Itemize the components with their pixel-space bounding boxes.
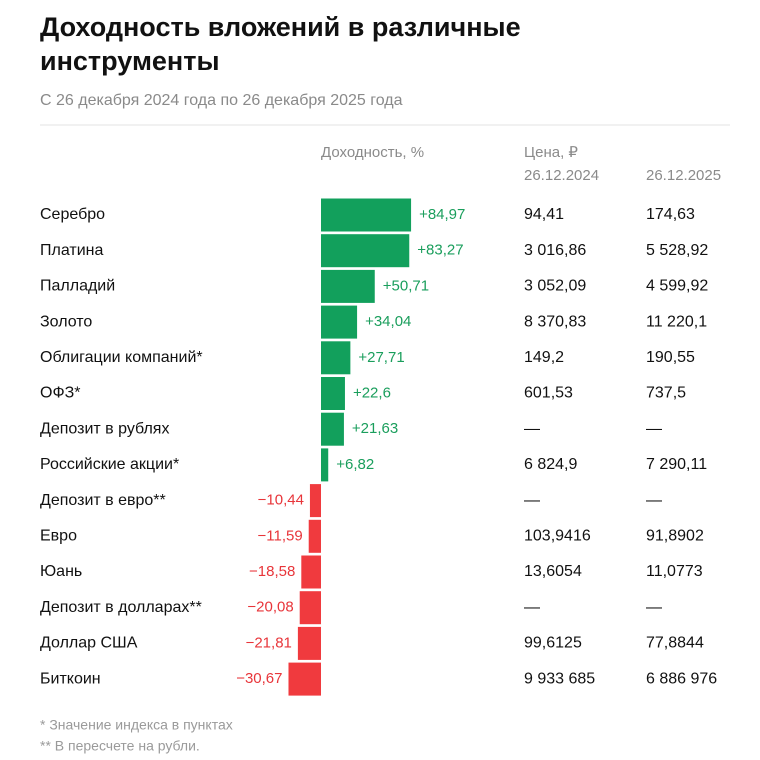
value-label: −21,81	[246, 634, 292, 651]
column-header: Доходность, %	[321, 144, 424, 161]
title: Доходность вложений в различные	[40, 12, 521, 42]
price-end: 5 528,92	[646, 242, 708, 259]
price-start: 6 824,9	[524, 456, 577, 473]
price-end: 91,8902	[646, 528, 704, 545]
bar	[308, 519, 321, 553]
price-start: 3 016,86	[524, 242, 586, 259]
value-label: +83,27	[417, 242, 463, 259]
column-header: 26.12.2024	[524, 167, 599, 184]
value-label: +34,04	[365, 313, 411, 330]
title: инструменты	[40, 46, 220, 76]
value-label: +21,63	[352, 420, 398, 437]
bar	[321, 234, 410, 268]
price-end: 174,63	[646, 206, 695, 223]
row-name: Депозит в долларах**	[40, 599, 202, 616]
subtitle: С 26 декабря 2024 года по 26 декабря 202…	[40, 92, 403, 109]
price-start: 3 052,09	[524, 278, 586, 295]
price-end: 190,55	[646, 349, 695, 366]
price-start: 99,6125	[524, 635, 582, 652]
bar	[321, 412, 344, 446]
column-header: 26.12.2025	[646, 167, 721, 184]
price-start: 8 370,83	[524, 313, 586, 330]
value-label: +27,71	[358, 349, 404, 366]
value-label: +6,82	[336, 456, 374, 473]
bar	[321, 305, 358, 339]
price-start: —	[524, 420, 540, 437]
bar	[288, 662, 321, 696]
row-name: Доллар США	[40, 635, 138, 652]
value-label: −10,44	[258, 492, 304, 509]
value-label: −30,67	[236, 670, 282, 687]
value-label: +84,97	[419, 206, 465, 223]
bar	[297, 626, 321, 660]
price-start: 9 933 685	[524, 670, 595, 687]
row-name: Депозит в рублях	[40, 420, 169, 437]
bar	[321, 377, 345, 410]
row-name: Российские акции*	[40, 456, 179, 473]
price-start: 103,9416	[524, 528, 591, 545]
price-end: —	[646, 492, 662, 509]
bar	[321, 269, 375, 303]
row-name: Юань	[40, 563, 82, 580]
value-label: −18,58	[249, 563, 295, 580]
value-label: −11,59	[258, 527, 303, 544]
row-name: Евро	[40, 528, 77, 545]
price-end: —	[646, 599, 662, 616]
price-start: 601,53	[524, 385, 573, 402]
price-start: —	[524, 599, 540, 616]
price-end: 6 886 976	[646, 670, 717, 687]
bar	[299, 591, 321, 625]
row-name: Серебро	[40, 206, 105, 223]
price-start: 13,6054	[524, 563, 582, 580]
footnote: ** В пересчете на рубли.	[40, 738, 200, 754]
row-name: Облигации компаний*	[40, 349, 203, 366]
price-start: 94,41	[524, 206, 564, 223]
footnote: * Значение индекса в пунктах	[40, 717, 233, 733]
bar	[309, 484, 321, 518]
price-end: —	[646, 420, 662, 437]
column-header: Цена, ₽	[524, 144, 578, 161]
price-end: 11 220,1	[646, 313, 707, 330]
bar	[301, 555, 321, 589]
row-name: Биткоин	[40, 670, 101, 687]
price-start: —	[524, 492, 540, 509]
row-name: Палладий	[40, 278, 115, 295]
price-end: 77,8844	[646, 635, 704, 652]
price-end: 7 290,11	[646, 456, 707, 473]
price-end: 4 599,92	[646, 278, 708, 295]
row-name: ОФЗ*	[40, 385, 81, 402]
row-name: Платина	[40, 242, 103, 259]
row-name: Золото	[40, 313, 92, 330]
price-end: 11,0773	[646, 563, 703, 580]
price-start: 149,2	[524, 349, 564, 366]
bar	[321, 341, 351, 375]
value-label: −20,08	[247, 599, 293, 616]
row-name: Депозит в евро**	[40, 492, 166, 509]
value-label: +22,6	[353, 384, 391, 401]
value-label: +50,71	[383, 277, 429, 294]
price-end: 737,5	[646, 385, 686, 402]
bar	[321, 198, 412, 232]
bar	[321, 448, 329, 482]
